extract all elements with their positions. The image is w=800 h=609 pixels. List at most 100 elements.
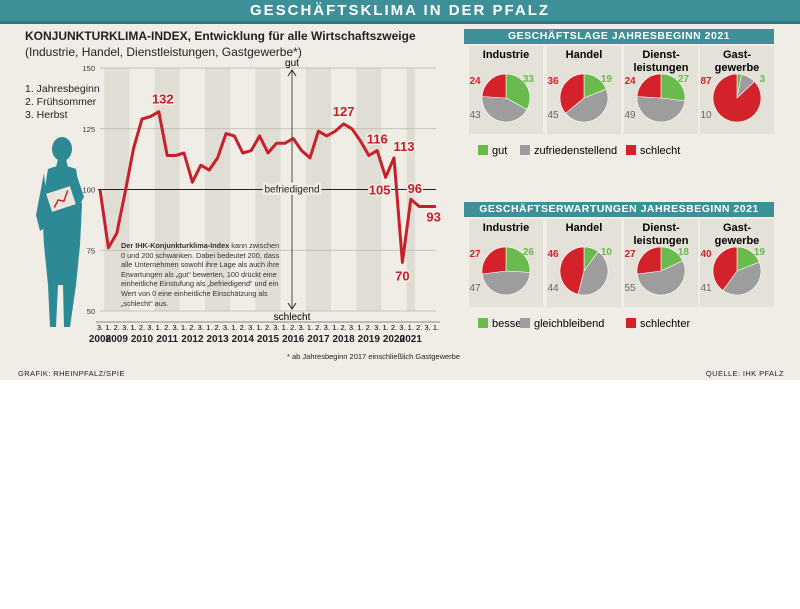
y-tick-label: 75 xyxy=(87,246,95,255)
x-tick-label: 3. xyxy=(198,323,204,332)
index-explanation-note: Der IHK-Konjunkturklima-Index kann zwisc… xyxy=(121,241,283,308)
pie-value-label: 27 xyxy=(678,74,690,85)
axis-top-label: gut xyxy=(285,58,299,69)
x-year-label: 2020 xyxy=(383,334,406,345)
pie-value-label: 47 xyxy=(469,283,481,294)
pie-value-label: 24 xyxy=(624,76,636,87)
x-tick-label: 2. xyxy=(315,323,321,332)
pie-slice xyxy=(636,260,686,296)
x-tick-label: 3. xyxy=(122,323,128,332)
pie-category-label: Handel xyxy=(566,222,603,234)
data-label: 105 xyxy=(369,182,391,197)
x-tick-label: 1. xyxy=(130,323,136,332)
pie-slice xyxy=(636,73,662,99)
x-year-label: 2010 xyxy=(131,334,154,345)
pie-value-label: 26 xyxy=(523,247,535,258)
legend-label: gleichbleibend xyxy=(534,318,604,330)
pie-value-label: 45 xyxy=(547,110,559,121)
x-tick-label: 3. xyxy=(97,323,103,332)
x-year-label: 2021 xyxy=(400,334,423,345)
pie-slice xyxy=(481,270,531,296)
pie-value-label: 27 xyxy=(624,249,636,260)
x-year-label: 2013 xyxy=(206,334,229,345)
x-tick-label: 1. xyxy=(105,323,111,332)
arrow-up-icon xyxy=(287,69,297,77)
pie-category-label: Handel xyxy=(566,49,603,61)
x-tick-label: 1. xyxy=(357,323,363,332)
data-label: 132 xyxy=(152,92,174,107)
pie-slice xyxy=(712,246,738,291)
line-chart-title-bold: KONJUNKTURKLIMA-INDEX, xyxy=(25,29,191,43)
pie-value-label: 3 xyxy=(759,74,765,85)
legend-swatch xyxy=(478,318,488,328)
x-tick-label: 3. xyxy=(324,323,330,332)
arrow-down-icon xyxy=(287,302,297,310)
data-label: 116 xyxy=(367,132,388,147)
pie-slice xyxy=(565,88,609,123)
survey-legend-item: 2. Frühsommer xyxy=(25,96,97,108)
pie-slice xyxy=(577,251,609,296)
legend-swatch xyxy=(478,145,488,155)
y-tick-label: 100 xyxy=(82,186,95,195)
pie-panel-geschaeftslage: Industrie 33 43 24 Handel 19 45 36 Dienst-leistu… xyxy=(469,46,774,157)
pie-value-label: 41 xyxy=(700,283,712,294)
survey-legend-item: 3. Herbst xyxy=(25,109,68,121)
x-tick-label: 2. xyxy=(265,323,271,332)
line-chart-subtitle: (Industrie, Handel, Dienstleistungen, Ga… xyxy=(25,45,302,59)
pie-value-label: 10 xyxy=(700,110,712,121)
x-tick-label: 3. xyxy=(399,323,405,332)
x-year-label: 2009 xyxy=(106,334,129,345)
pie-slice xyxy=(481,73,507,99)
legend-swatch xyxy=(626,318,636,328)
x-tick-label: 2. xyxy=(366,323,372,332)
pie-value-label: 19 xyxy=(601,74,613,85)
legend-label: schlecht xyxy=(640,145,680,157)
x-tick-label: 3. xyxy=(424,323,430,332)
infographic: GESCHÄFTSKLIMA IN DER PFALZ KONJUNKTURKL… xyxy=(0,0,800,380)
x-tick-label: 2. xyxy=(139,323,145,332)
x-tick-label: 1. xyxy=(408,323,414,332)
x-year-label: 2012 xyxy=(181,334,204,345)
x-tick-label: 2. xyxy=(416,323,422,332)
survey-legend: 1. Jahresbeginn 2. Frühsommer 3. Herbst xyxy=(25,83,100,122)
x-year-label: 2018 xyxy=(332,334,355,345)
x-tick-label: 2. xyxy=(290,323,296,332)
x-tick-label: 1. xyxy=(181,323,187,332)
x-tick-label: 2. xyxy=(164,323,170,332)
x-tick-label: 2. xyxy=(340,323,346,332)
x-tick-label: 1. xyxy=(256,323,262,332)
x-tick-label: 2. xyxy=(214,323,220,332)
x-year-label: 2011 xyxy=(156,334,178,345)
note-text: kann zwischen 0 und 200 schwanken. Dabei… xyxy=(121,241,280,308)
x-tick-label: 2. xyxy=(114,323,120,332)
businesswoman-illustration xyxy=(36,137,84,327)
x-tick-label: 2. xyxy=(189,323,195,332)
pie-category-label: leistungen xyxy=(633,62,688,74)
pie-value-label: 24 xyxy=(469,76,481,87)
x-year-label: 2008 xyxy=(89,334,112,345)
pie-slice xyxy=(559,73,585,114)
pie-slice xyxy=(712,73,762,123)
x-tick-label: 3. xyxy=(374,323,380,332)
legend-label: schlechter xyxy=(640,318,690,330)
banner-rule xyxy=(0,21,800,24)
x-tick-label: 1. xyxy=(433,323,439,332)
panel-header-geschaeftslage: GESCHÄFTSLAGE JAHRESBEGINN 2021 xyxy=(464,29,774,44)
x-tick-label: 1. xyxy=(307,323,313,332)
legend-swatch xyxy=(520,318,530,328)
legend-swatch xyxy=(520,145,530,155)
pie-slice xyxy=(722,261,762,296)
x-year-label: 2017 xyxy=(307,334,330,345)
pie-category-label: gewerbe xyxy=(715,62,760,74)
note-bold: Der IHK-Konjunkturklima-Index xyxy=(121,241,230,250)
x-tick-label: 3. xyxy=(172,323,178,332)
reference-line-label: befriedigend xyxy=(264,185,319,196)
footnote: * ab Jahresbeginn 2017 einschließlich Ga… xyxy=(287,352,461,361)
pie-category-label: Gast- xyxy=(723,49,751,61)
y-tick-label: 125 xyxy=(82,125,95,134)
pie-category-label: gewerbe xyxy=(715,235,760,247)
legend-label: gut xyxy=(492,145,507,157)
pie-value-label: 27 xyxy=(469,249,481,260)
line-chart-title: KONJUNKTURKLIMA-INDEX, Entwicklung für a… xyxy=(25,29,416,43)
data-label: 113 xyxy=(394,139,415,154)
